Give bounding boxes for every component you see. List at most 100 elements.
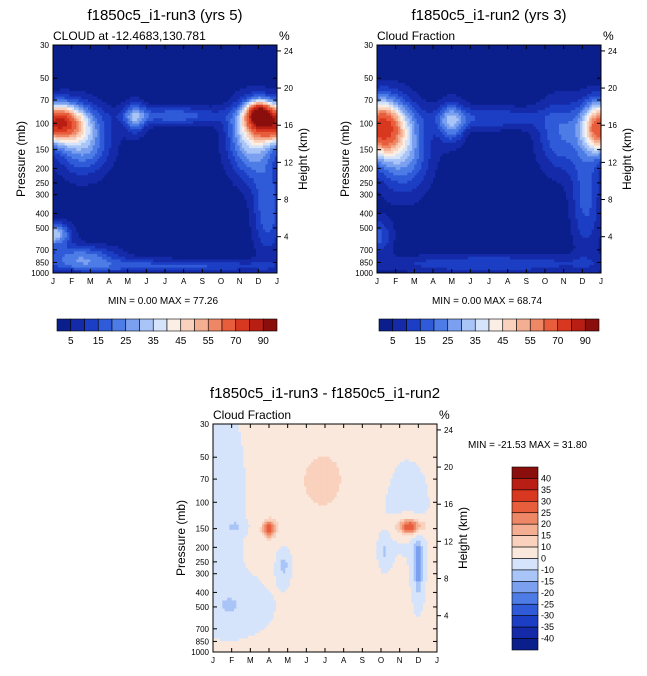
heatmap-cell [83, 131, 87, 135]
heatmap-cell [104, 118, 108, 122]
heatmap-cell [109, 180, 112, 184]
heatmap-cell [179, 99, 182, 103]
heatmap-cell [97, 186, 101, 190]
heatmap-cell [125, 169, 129, 173]
heatmap-cell [162, 115, 166, 119]
heatmap-cell [74, 243, 77, 247]
heatmap-cell [134, 224, 138, 228]
heatmap-cell [174, 112, 178, 116]
heatmap-cell [160, 248, 164, 252]
heatmap-cell [165, 115, 168, 119]
heatmap-cell [64, 145, 68, 149]
heatmap-cell [146, 129, 150, 133]
heatmap-cell [111, 131, 115, 135]
heatmap-cell [179, 161, 182, 165]
heatmap-cell [183, 50, 187, 54]
heatmap-cell [78, 88, 82, 92]
heatmap-cell [60, 262, 63, 266]
heatmap-cell [120, 140, 124, 144]
heatmap-cell [99, 169, 103, 173]
heatmap-cell [64, 254, 68, 258]
heatmap-cell [88, 256, 91, 260]
heatmap-cell [130, 180, 133, 184]
heatmap-cell [71, 145, 75, 149]
heatmap-cell [76, 137, 80, 141]
heatmap-cell [148, 148, 152, 152]
heatmap-cell [92, 99, 96, 103]
heatmap-cell [176, 153, 180, 157]
heatmap-cell [165, 131, 168, 135]
heatmap-cell [81, 161, 84, 165]
heatmap-cell [76, 83, 80, 87]
heatmap-cell [74, 96, 77, 100]
heatmap-cell [130, 161, 133, 165]
heatmap-cell [57, 150, 61, 154]
heatmap-cell [153, 259, 157, 263]
heatmap-cell [81, 104, 84, 108]
heatmap-cell [148, 207, 152, 211]
heatmap-cell [127, 235, 131, 239]
heatmap-cell [169, 191, 173, 195]
heatmap-cell [127, 159, 131, 163]
heatmap-cell [123, 205, 126, 209]
heatmap-cell [155, 226, 159, 230]
heatmap-cell [55, 169, 59, 173]
heatmap-cell [113, 229, 117, 233]
heatmap-cell [88, 191, 91, 195]
heatmap-cell [64, 259, 68, 263]
heatmap-cell [188, 226, 192, 230]
heatmap-cell [55, 80, 59, 84]
heatmap-cell [64, 137, 68, 141]
heatmap-cell [155, 178, 159, 182]
heatmap-cell [158, 159, 161, 163]
heatmap-cell [99, 123, 103, 127]
heatmap-cell [64, 226, 68, 230]
heatmap-cell [165, 264, 168, 268]
heatmap-cell [188, 194, 192, 198]
heatmap-cell [90, 107, 94, 111]
heatmap-cell [109, 131, 112, 135]
heatmap-cell [81, 188, 84, 192]
heatmap-cell [188, 259, 192, 263]
heatmap-cell [158, 61, 161, 65]
heatmap-cell [111, 123, 115, 127]
heatmap-cell [125, 210, 129, 214]
heatmap-cell [116, 112, 119, 116]
heatmap-cell [165, 169, 168, 173]
heatmap-cell [176, 202, 180, 206]
heatmap-cell [88, 245, 91, 249]
heatmap-cell [127, 237, 131, 241]
heatmap-cell [95, 216, 98, 220]
heatmap-cell [137, 172, 140, 176]
heatmap-cell [169, 126, 173, 130]
heatmap-cell [165, 145, 168, 149]
heatmap-cell [120, 270, 124, 274]
heatmap-cell [83, 186, 87, 190]
heatmap-cell [155, 161, 159, 165]
heatmap-cell [137, 69, 140, 73]
heatmap-cell [99, 53, 103, 57]
heatmap-cell [125, 237, 129, 241]
heatmap-cell [111, 61, 115, 65]
heatmap-cell [179, 218, 182, 222]
heatmap-cell [188, 55, 192, 59]
heatmap-cell [85, 123, 89, 127]
heatmap-cell [155, 112, 159, 116]
heatmap-cell [97, 159, 101, 163]
heatmap-cell [165, 53, 168, 57]
heatmap-cell [134, 55, 138, 59]
heatmap-cell [181, 251, 185, 255]
heatmap-cell [160, 237, 164, 241]
heatmap-cell [172, 243, 175, 247]
heatmap-cell [176, 80, 180, 84]
heatmap-cell [158, 178, 161, 182]
heatmap-cell [174, 267, 178, 271]
heatmap-cell [141, 58, 145, 62]
heatmap-cell [123, 169, 126, 173]
heatmap-cell [69, 64, 73, 68]
heatmap-cell [60, 235, 63, 239]
heatmap-cell [83, 55, 87, 59]
heatmap-cell [144, 194, 147, 198]
heatmap-cell [172, 248, 175, 252]
heatmap-cell [155, 69, 159, 73]
